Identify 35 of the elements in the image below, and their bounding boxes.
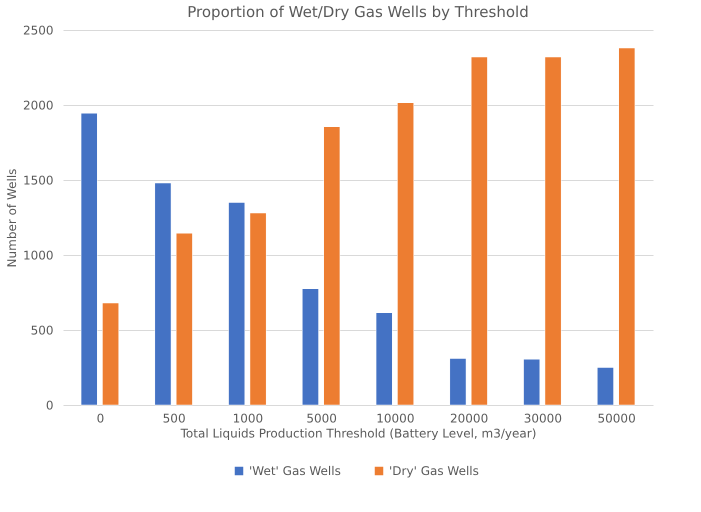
x-tick-label: 50000 <box>598 412 636 426</box>
x-tick-label: 5000 <box>306 412 337 426</box>
y-tick-label: 500 <box>30 324 54 338</box>
bar <box>176 233 193 406</box>
bar <box>154 182 172 406</box>
bar <box>470 56 488 406</box>
bar <box>450 358 466 406</box>
legend-label: 'Wet' Gas Wells <box>249 464 341 478</box>
bar <box>302 288 319 406</box>
bar <box>80 113 98 406</box>
bar <box>228 202 246 406</box>
x-tick-label: 10000 <box>376 412 414 426</box>
y-tick-label: 2500 <box>22 24 54 38</box>
bar <box>250 212 266 406</box>
y-axis-title: Number of Wells <box>4 168 19 268</box>
y-tick-label: 2000 <box>22 98 54 112</box>
x-tick-label: 20000 <box>450 412 488 426</box>
y-tick-label: 0 <box>46 398 54 412</box>
y-tick-label: 1500 <box>22 174 54 188</box>
bar <box>597 367 614 406</box>
legend-label: 'Dry' Gas Wells <box>389 464 479 478</box>
bar <box>376 312 393 406</box>
bar <box>544 56 562 406</box>
bar <box>323 126 340 406</box>
y-tick-label: 1000 <box>22 248 54 262</box>
bar <box>102 302 119 406</box>
bar <box>397 102 414 406</box>
x-tick-label: 500 <box>162 412 186 426</box>
bar <box>523 359 540 406</box>
x-axis-title: Total Liquids Production Threshold (Battery Level, m3/year) <box>180 426 536 440</box>
x-tick-label: 30000 <box>524 412 562 426</box>
chart-title: Proportion of Wet/Dry Gas Wells by Threshold <box>187 3 529 21</box>
x-tick-label: 0 <box>96 412 104 426</box>
bar <box>618 48 636 406</box>
x-tick-label: 1000 <box>232 412 264 426</box>
